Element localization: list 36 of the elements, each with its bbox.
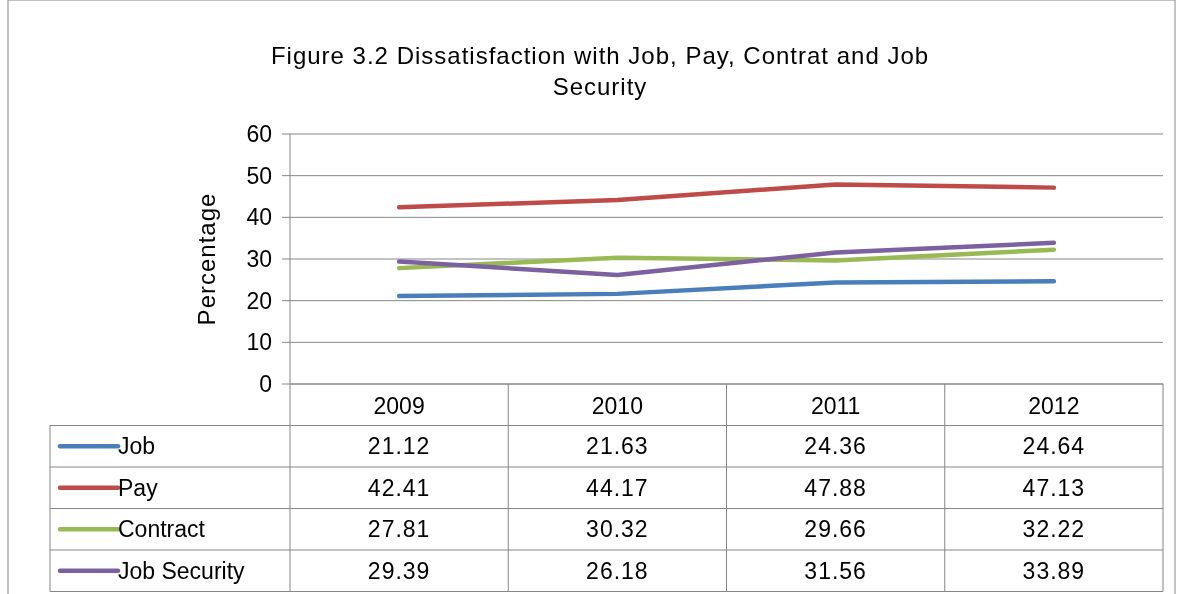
data-label: 21.12 (367, 433, 431, 460)
y-tick-label: 40 (246, 204, 272, 231)
y-tick-label: 10 (246, 329, 272, 356)
data-label: 44.17 (586, 474, 649, 501)
legend-label: Pay (118, 474, 159, 501)
y-axis-title: Percentage (193, 192, 220, 326)
data-label: 24.64 (1022, 433, 1086, 460)
legend-label: Job (118, 433, 156, 460)
legend-label: Contract (118, 516, 206, 543)
line-series (396, 240, 1057, 278)
data-label: 21.63 (586, 433, 649, 460)
legend-label: Job Security (118, 557, 246, 584)
x-tick-label: 2012 (1028, 393, 1080, 419)
y-tick-label: 20 (246, 287, 272, 314)
data-label: 27.81 (367, 516, 431, 543)
x-tick-label: 2010 (591, 393, 643, 419)
data-label: 29.39 (367, 557, 431, 584)
data-label: 42.41 (367, 474, 431, 501)
data-label: 26.18 (586, 557, 649, 584)
y-tick-label: 60 (246, 121, 272, 147)
chart-title: Figure 3.2 Dissatisfaction with Job, Pay, Contrat and Job Security (270, 42, 930, 100)
line-series (396, 182, 1057, 210)
y-tick-label: 50 (246, 162, 272, 189)
data-label: 32.22 (1022, 516, 1086, 543)
data-label: 30.32 (586, 516, 649, 543)
data-label: 31.56 (804, 557, 867, 584)
data-label: 47.88 (804, 474, 867, 501)
line-series (396, 279, 1057, 299)
data-label: 29.66 (804, 516, 867, 543)
y-tick-label: 0 (259, 371, 272, 397)
x-tick-label: 2009 (373, 393, 425, 419)
data-label: 33.89 (1022, 557, 1086, 584)
y-tick-label: 30 (246, 246, 272, 272)
x-tick-label: 2011 (810, 393, 861, 419)
data-label: 24.36 (804, 433, 867, 460)
data-label: 47.13 (1022, 474, 1086, 501)
